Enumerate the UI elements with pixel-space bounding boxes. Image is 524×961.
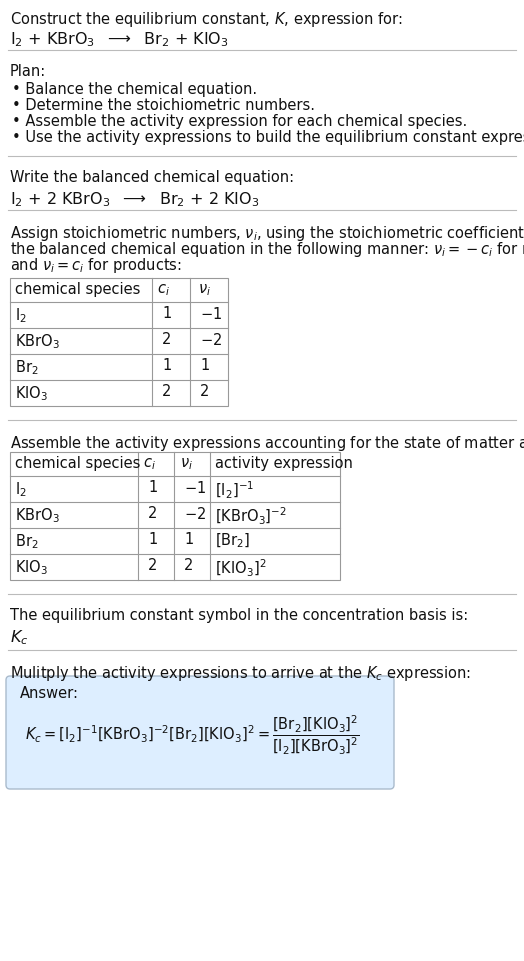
- Text: Plan:: Plan:: [10, 64, 46, 79]
- Text: $[\mathrm{I_2}]^{-1}$: $[\mathrm{I_2}]^{-1}$: [215, 480, 254, 501]
- Text: Answer:: Answer:: [20, 686, 79, 701]
- Text: 1: 1: [148, 532, 157, 547]
- Text: 2: 2: [162, 384, 171, 399]
- Text: activity expression: activity expression: [215, 456, 353, 471]
- Text: $\mathrm{Br_2}$: $\mathrm{Br_2}$: [15, 358, 39, 377]
- Text: 1: 1: [148, 480, 157, 495]
- Text: 2: 2: [148, 558, 157, 573]
- Text: chemical species: chemical species: [15, 282, 140, 297]
- Text: $-1$: $-1$: [200, 306, 222, 322]
- Text: $\mathrm{I_2}$ + $\mathrm{KBrO_3}$  $\longrightarrow$  $\mathrm{Br_2}$ + $\mathr: $\mathrm{I_2}$ + $\mathrm{KBrO_3}$ $\lon…: [10, 30, 229, 49]
- Bar: [10, 278, 228, 406]
- Text: The equilibrium constant symbol in the concentration basis is:: The equilibrium constant symbol in the c…: [10, 608, 468, 623]
- Text: $c_i$: $c_i$: [143, 456, 156, 472]
- Text: $K_c = [\mathrm{I_2}]^{-1}[\mathrm{KBrO_3}]^{-2}[\mathrm{Br_2}][\mathrm{KIO_3}]^: $K_c = [\mathrm{I_2}]^{-1}[\mathrm{KBrO_…: [25, 714, 360, 757]
- Text: Assign stoichiometric numbers, $\nu_i$, using the stoichiometric coefficients, $: Assign stoichiometric numbers, $\nu_i$, …: [10, 224, 524, 243]
- Text: 1: 1: [184, 532, 193, 547]
- Text: 1: 1: [162, 358, 171, 373]
- Text: 1: 1: [162, 306, 171, 321]
- Text: Mulitply the activity expressions to arrive at the $K_c$ expression:: Mulitply the activity expressions to arr…: [10, 664, 471, 683]
- Text: $\mathrm{KIO_3}$: $\mathrm{KIO_3}$: [15, 384, 48, 403]
- Bar: [10, 452, 340, 580]
- Text: $\mathrm{KBrO_3}$: $\mathrm{KBrO_3}$: [15, 332, 60, 351]
- Text: $\mathrm{I_2}$: $\mathrm{I_2}$: [15, 480, 27, 499]
- Text: $[\mathrm{Br_2}]$: $[\mathrm{Br_2}]$: [215, 532, 250, 551]
- Text: $\mathrm{Br_2}$: $\mathrm{Br_2}$: [15, 532, 39, 551]
- Text: • Balance the chemical equation.: • Balance the chemical equation.: [12, 82, 257, 97]
- Text: the balanced chemical equation in the following manner: $\nu_i = -c_i$ for react: the balanced chemical equation in the fo…: [10, 240, 524, 259]
- Text: • Use the activity expressions to build the equilibrium constant expression.: • Use the activity expressions to build …: [12, 130, 524, 145]
- Text: Write the balanced chemical equation:: Write the balanced chemical equation:: [10, 170, 294, 185]
- Text: Assemble the activity expressions accounting for the state of matter and $\nu_i$: Assemble the activity expressions accoun…: [10, 434, 524, 453]
- Text: $[\mathrm{KIO_3}]^2$: $[\mathrm{KIO_3}]^2$: [215, 558, 267, 579]
- Text: $\nu_i$: $\nu_i$: [198, 282, 211, 298]
- Text: 2: 2: [184, 558, 193, 573]
- Text: $\mathrm{I_2}$: $\mathrm{I_2}$: [15, 306, 27, 325]
- Text: $\mathrm{I_2}$ + 2 $\mathrm{KBrO_3}$  $\longrightarrow$  $\mathrm{Br_2}$ + 2 $\m: $\mathrm{I_2}$ + 2 $\mathrm{KBrO_3}$ $\l…: [10, 190, 259, 209]
- Text: $-2$: $-2$: [200, 332, 222, 348]
- Text: 2: 2: [200, 384, 210, 399]
- Text: $[\mathrm{KBrO_3}]^{-2}$: $[\mathrm{KBrO_3}]^{-2}$: [215, 506, 287, 527]
- Text: and $\nu_i = c_i$ for products:: and $\nu_i = c_i$ for products:: [10, 256, 182, 275]
- Text: chemical species: chemical species: [15, 456, 140, 471]
- Text: $K_c$: $K_c$: [10, 628, 28, 647]
- FancyBboxPatch shape: [6, 676, 394, 789]
- Text: 2: 2: [148, 506, 157, 521]
- Text: • Determine the stoichiometric numbers.: • Determine the stoichiometric numbers.: [12, 98, 315, 113]
- Text: $\mathrm{KBrO_3}$: $\mathrm{KBrO_3}$: [15, 506, 60, 525]
- Text: Construct the equilibrium constant, $K$, expression for:: Construct the equilibrium constant, $K$,…: [10, 10, 402, 29]
- Text: $-2$: $-2$: [184, 506, 206, 522]
- Text: 1: 1: [200, 358, 209, 373]
- Text: $-1$: $-1$: [184, 480, 206, 496]
- Text: 2: 2: [162, 332, 171, 347]
- Text: • Assemble the activity expression for each chemical species.: • Assemble the activity expression for e…: [12, 114, 467, 129]
- Text: $c_i$: $c_i$: [157, 282, 170, 298]
- Text: $\nu_i$: $\nu_i$: [180, 456, 193, 472]
- Text: $\mathrm{KIO_3}$: $\mathrm{KIO_3}$: [15, 558, 48, 577]
